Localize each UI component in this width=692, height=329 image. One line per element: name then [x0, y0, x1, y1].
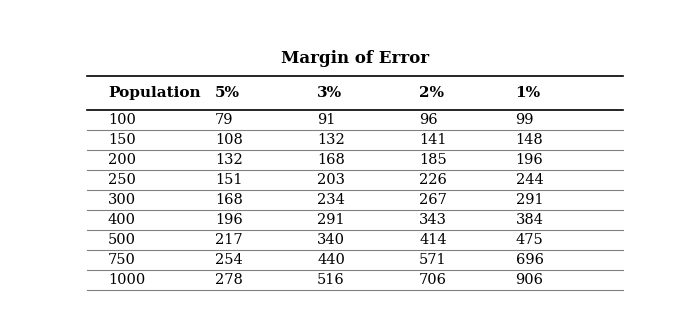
Text: 254: 254	[215, 253, 243, 267]
Text: 706: 706	[419, 273, 447, 287]
Text: 400: 400	[108, 213, 136, 227]
Text: 278: 278	[215, 273, 243, 287]
Text: 132: 132	[317, 133, 345, 147]
Text: 291: 291	[317, 213, 345, 227]
Text: 100: 100	[108, 114, 136, 127]
Text: 571: 571	[419, 253, 446, 267]
Text: 2%: 2%	[419, 86, 444, 100]
Text: 200: 200	[108, 153, 136, 167]
Text: 300: 300	[108, 193, 136, 207]
Text: 906: 906	[516, 273, 543, 287]
Text: 196: 196	[516, 153, 543, 167]
Text: 226: 226	[419, 173, 447, 187]
Text: 141: 141	[419, 133, 446, 147]
Text: 244: 244	[516, 173, 543, 187]
Text: 414: 414	[419, 233, 446, 247]
Text: 750: 750	[108, 253, 136, 267]
Text: 99: 99	[516, 114, 534, 127]
Text: 475: 475	[516, 233, 543, 247]
Text: 440: 440	[317, 253, 345, 267]
Text: 168: 168	[317, 153, 345, 167]
Text: 217: 217	[215, 233, 243, 247]
Text: 291: 291	[516, 193, 543, 207]
Text: 79: 79	[215, 114, 234, 127]
Text: 250: 250	[108, 173, 136, 187]
Text: 108: 108	[215, 133, 243, 147]
Text: 196: 196	[215, 213, 243, 227]
Text: 3%: 3%	[317, 86, 343, 100]
Text: 185: 185	[419, 153, 447, 167]
Text: 150: 150	[108, 133, 136, 147]
Text: 516: 516	[317, 273, 345, 287]
Text: 696: 696	[516, 253, 543, 267]
Text: 340: 340	[317, 233, 345, 247]
Text: Population: Population	[108, 86, 201, 100]
Text: 343: 343	[419, 213, 447, 227]
Text: 234: 234	[317, 193, 345, 207]
Text: 148: 148	[516, 133, 543, 147]
Text: 96: 96	[419, 114, 437, 127]
Text: Margin of Error: Margin of Error	[280, 50, 429, 66]
Text: 5%: 5%	[215, 86, 240, 100]
Text: 500: 500	[108, 233, 136, 247]
Text: 168: 168	[215, 193, 243, 207]
Text: 151: 151	[215, 173, 243, 187]
Text: 91: 91	[317, 114, 336, 127]
Text: 132: 132	[215, 153, 243, 167]
Text: 1000: 1000	[108, 273, 145, 287]
Text: 1%: 1%	[516, 86, 540, 100]
Text: 384: 384	[516, 213, 543, 227]
Text: 203: 203	[317, 173, 345, 187]
Text: 267: 267	[419, 193, 447, 207]
